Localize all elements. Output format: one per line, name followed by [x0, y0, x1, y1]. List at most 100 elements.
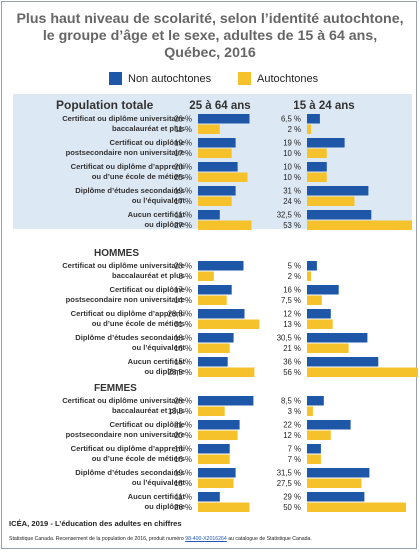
data-label: 32,5 % [277, 211, 301, 220]
bar [307, 454, 321, 464]
data-label: 22 % [283, 421, 301, 430]
category-label: Certificat ou diplôme universitaire [62, 114, 185, 123]
data-label: 31,5 % [277, 469, 301, 478]
bar [307, 285, 339, 295]
data-label: 19 % [174, 469, 192, 478]
data-label: 24 % [283, 197, 301, 206]
bar [198, 309, 245, 319]
category-label: Certificat ou diplôme [109, 285, 185, 294]
data-label: 31 % [283, 187, 301, 196]
bar [198, 468, 236, 478]
data-label: 10 % [283, 173, 301, 182]
data-label: 12 % [283, 310, 301, 319]
bar [198, 124, 220, 134]
data-label: 13,5 % [168, 407, 192, 416]
source-link[interactable]: 98-400-X2016264 [185, 536, 227, 542]
category-label: Diplôme d’études secondaires [75, 468, 185, 477]
bar [198, 367, 255, 377]
bar [198, 186, 236, 196]
chart-title-line: Plus haut niveau de scolarité, selon l’i… [16, 11, 404, 27]
bar [307, 406, 313, 416]
bar [307, 367, 418, 377]
data-label: 27,5 % [277, 479, 301, 488]
legend-item-non-autochtones: Non autochtones [109, 72, 211, 85]
source-text: au catalogue de Statistique Canada. [226, 536, 312, 542]
bar [307, 148, 327, 158]
data-label: 18 % [174, 479, 192, 488]
data-label: 23 % [174, 262, 192, 271]
data-label: 17 % [174, 149, 192, 158]
data-label: 10 % [283, 149, 301, 158]
category-label: Aucun certificat [128, 492, 186, 501]
section-title: HOMMES [94, 248, 139, 259]
data-label: 26 % [174, 503, 192, 512]
bar [307, 124, 311, 134]
chart-legend: Non autochtones Autochtones [2, 72, 418, 86]
bar [307, 492, 365, 502]
bar [307, 114, 320, 124]
bar [198, 444, 230, 454]
data-label: 2 % [288, 272, 302, 281]
bar [198, 492, 220, 502]
bar [307, 319, 333, 329]
bar [198, 454, 230, 464]
bar [198, 502, 250, 512]
data-label: 3 % [288, 407, 302, 416]
data-label: 16 % [174, 445, 192, 454]
data-label: 16 % [283, 286, 301, 295]
bar [307, 468, 370, 478]
bar [198, 196, 232, 206]
bar [198, 148, 232, 158]
bar [307, 502, 406, 512]
data-label: 56 % [283, 368, 301, 377]
data-label: 21 % [283, 344, 301, 353]
data-label: 53 % [283, 221, 301, 230]
data-label: 6,5 % [281, 115, 301, 124]
chart-title-line: Québec, 2016 [164, 45, 256, 61]
data-label: 2 % [288, 125, 302, 134]
data-label: 11 % [175, 493, 192, 502]
data-label: 8,5 % [281, 397, 301, 406]
bar [198, 172, 248, 182]
data-label: 19 % [174, 139, 192, 148]
source-text: Statistique Canada. Recensement de la po… [9, 536, 186, 542]
data-label: 50 % [283, 503, 301, 512]
bar [307, 295, 322, 305]
category-label: Certificat ou diplôme d’apprenti [71, 444, 185, 453]
section-title: FEMMES [94, 383, 137, 394]
data-label: 11 % [175, 211, 192, 220]
bar [307, 186, 369, 196]
data-label: 15 % [174, 358, 192, 367]
category-label: Certificat ou diplôme [109, 420, 185, 429]
data-label: 18 % [174, 334, 192, 343]
category-label: Certificat ou diplôme universitaire [62, 261, 185, 270]
category-label: ou d’une école de métiers [92, 319, 185, 328]
data-label: 19 % [283, 139, 301, 148]
bar [198, 285, 232, 295]
category-label: ou diplôme [145, 220, 186, 229]
bar [307, 162, 327, 172]
data-label: 7 % [288, 445, 302, 454]
bar [307, 430, 331, 440]
data-label: 12 % [283, 431, 301, 440]
legend-swatch-non-autochtones [109, 72, 122, 85]
data-label: 5 % [288, 262, 302, 271]
bar [307, 357, 379, 367]
data-label: 20 % [174, 163, 192, 172]
category-label: Certificat ou diplôme d’apprenti [71, 309, 185, 318]
category-label: Certificat ou diplôme universitaire [62, 396, 185, 405]
data-label: 20 % [174, 431, 192, 440]
bar [198, 478, 234, 488]
data-label: 14 % [174, 296, 192, 305]
bar [198, 138, 236, 148]
category-label: baccalauréat et plus [112, 271, 185, 280]
footer-credit: ICÉA, 2019 - L’éducation des adultes en … [9, 519, 182, 528]
bar [198, 406, 225, 416]
bar [198, 220, 252, 230]
data-label: 7 % [288, 455, 302, 464]
chart-title: Plus haut niveau de scolarité, selon l’i… [2, 11, 418, 62]
bar [198, 357, 228, 367]
age-group-header: 15 à 24 ans [293, 100, 354, 112]
category-label: ou l’équivalent [132, 478, 186, 487]
data-label: 13 % [283, 320, 301, 329]
